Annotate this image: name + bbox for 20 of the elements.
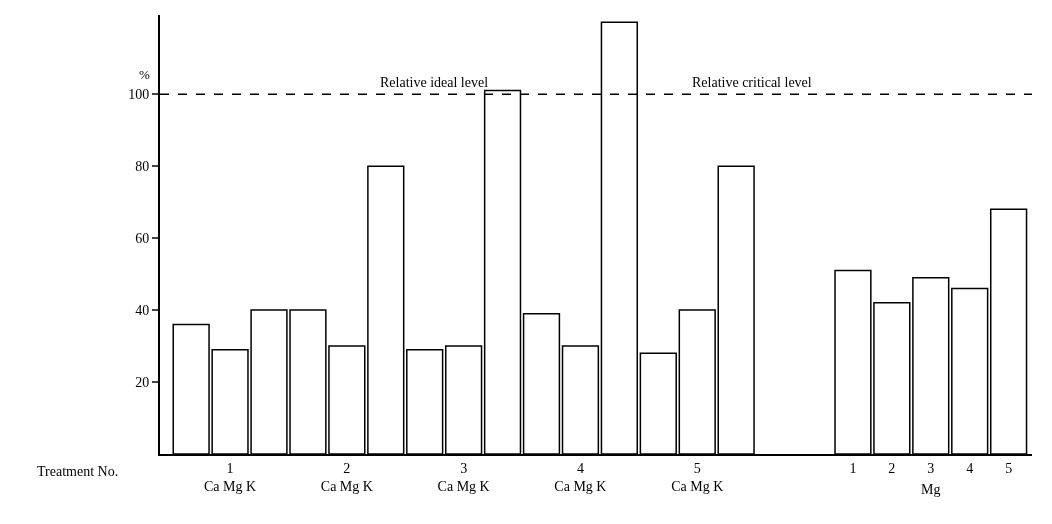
ref-line-label: Relative ideal level — [380, 75, 489, 90]
x-tick-label: 5 Ca Mg K — [671, 460, 724, 494]
y-tick-label: 60 — [135, 231, 150, 246]
x-tick-label: 4 — [966, 460, 974, 476]
x-tick-label: 3 Ca Mg K — [437, 460, 490, 494]
y-tick-label: 100 — [128, 87, 150, 103]
y-tick-label: 20 — [135, 374, 150, 390]
annotation: Relative critical level — [692, 75, 812, 90]
text: Mg — [921, 482, 941, 497]
x-tick-label: 1 — [849, 460, 857, 476]
x-tick-label: 2 — [888, 460, 896, 476]
y-tick-label: 80 — [135, 159, 150, 175]
x-tick-label: 5 — [1005, 460, 1013, 476]
x-tick-label: 4 Ca Mg K — [554, 460, 607, 494]
x-tick-label: 2 Ca Mg K — [320, 460, 373, 494]
y-axis-title: % — [139, 67, 150, 82]
x-tick-label: 1 Ca Mg K — [204, 460, 257, 494]
x-axis-title: Treatment No. — [37, 464, 119, 479]
y-tick-label: 40 — [135, 302, 150, 318]
x-tick-label: 3 — [927, 460, 935, 476]
